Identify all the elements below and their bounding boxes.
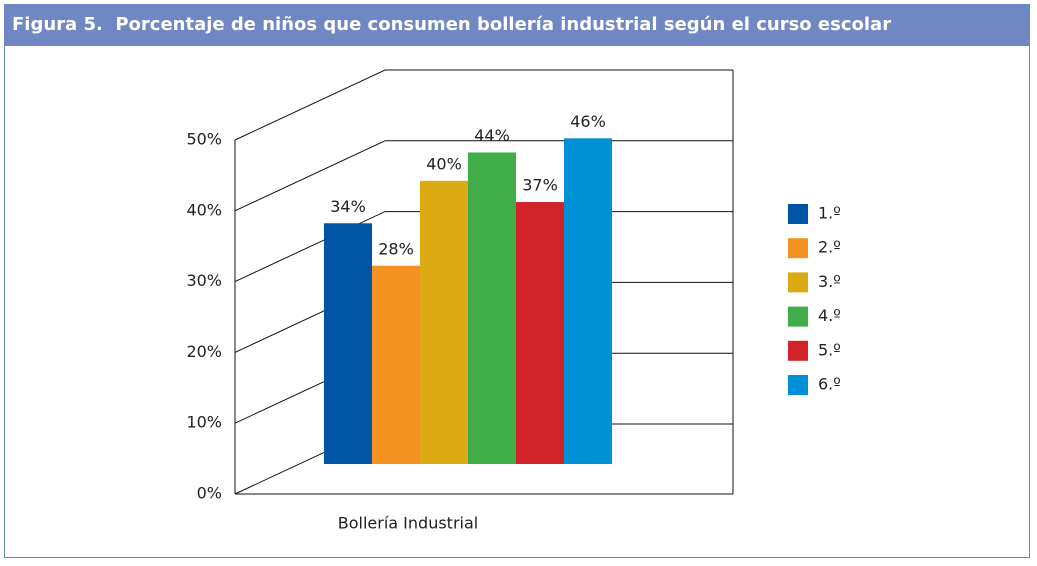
bar	[420, 180, 468, 465]
y-tick-label: 10%	[186, 413, 222, 432]
legend-swatch	[788, 306, 808, 327]
value-label: 40%	[426, 154, 462, 173]
legend-label: 2.º	[818, 238, 841, 257]
value-label: 34%	[330, 197, 366, 216]
chart-title: Figura 5. Porcentaje de niños que consum…	[4, 4, 1030, 46]
value-label: 37%	[522, 176, 558, 195]
y-tick-label: 20%	[186, 342, 222, 361]
legend-label: 3.º	[818, 272, 841, 291]
value-label: 28%	[378, 239, 414, 258]
y-tick-label: 50%	[186, 130, 222, 149]
legend-swatch	[788, 340, 808, 361]
legend-label: 6.º	[818, 375, 841, 394]
bar	[564, 138, 612, 464]
bar	[372, 265, 420, 464]
grid-line	[234, 211, 386, 283]
value-label: 44%	[474, 126, 510, 145]
bar	[468, 152, 516, 465]
legend-swatch	[788, 375, 808, 395]
x-tick-label: Bollería Industrial	[338, 514, 478, 533]
y-tick-label: 40%	[186, 200, 222, 219]
bar	[516, 202, 564, 465]
legend-label: 4.º	[818, 306, 841, 325]
y-tick-label: 30%	[186, 271, 222, 290]
bar	[324, 223, 372, 464]
legend-swatch	[788, 204, 808, 224]
legend-swatch	[788, 272, 808, 293]
y-tick-label: 0%	[197, 484, 222, 503]
legend-label: 1.º	[818, 204, 841, 223]
grid-line	[234, 69, 386, 141]
grid-line	[234, 140, 386, 212]
value-label: 46%	[570, 112, 606, 131]
legend-swatch	[788, 238, 808, 259]
legend-label: 5.º	[818, 340, 841, 359]
